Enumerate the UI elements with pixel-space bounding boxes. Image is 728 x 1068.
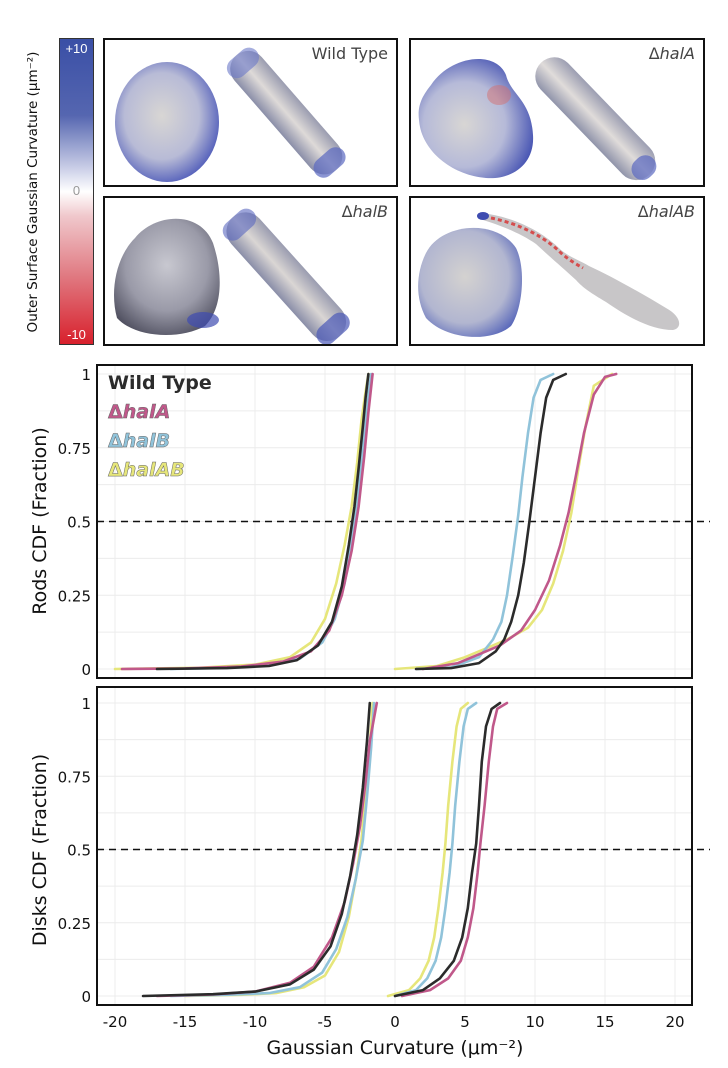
y-tick-label: 0.75 [58,768,91,786]
rods-y-axis-label: Rods CDF (Fraction) [29,427,51,615]
disk-cell-shape [114,218,220,336]
cell-render-halAB [418,212,680,337]
x-tick-label: 15 [595,1013,614,1031]
legend-delta: Δ [108,401,123,423]
colorbar-title: Outer Surface Gaussian Curvature (μm⁻²) [25,52,41,333]
x-axis-label: Gaussian Curvature (μm⁻²) [267,1037,524,1059]
disks-series [141,701,509,998]
series-line-hala-negative [120,372,374,671]
legend-name: Wild Type [108,372,212,394]
disk-cell-shape [418,227,523,337]
series-line-hala-positive [400,701,509,998]
series-line-halb-positive [414,372,555,671]
series-line-halab-positive [386,701,470,998]
disks-x-ticks: -20 -15 -10 -5 0 5 10 15 20 [103,1013,685,1031]
series-line-halab-negative [183,701,374,998]
y-tick-label: 1 [81,366,91,384]
x-tick-label: 5 [460,1013,470,1031]
colorbar-mid-label: 0 [72,183,81,198]
series-line-wild-type-negative [141,701,372,998]
rods-y-ticks: 0 0.25 0.5 0.75 1 [58,366,91,679]
panel-halAB: ΔhalAB [409,196,705,346]
panel-wild-type: Wild Type [103,38,398,187]
series-line-hala-positive [421,372,618,671]
y-tick-label: 0 [81,661,91,679]
rods-series [113,372,618,671]
panel-label: ΔhalA [648,44,695,63]
blue-curvature-patch [187,312,219,328]
cell-render-halA [418,57,657,181]
y-tick-label: 0.5 [67,842,91,860]
x-tick-label: -20 [103,1013,128,1031]
series-line-halab-negative [113,372,370,671]
rods-grid [97,365,692,678]
panel-label: Wild Type [311,44,388,63]
legend-entry: ΔhalB [108,430,170,452]
rods-cdf-chart: 0 0.25 0.5 0.75 1 Rods CDF (Fraction) Wild T… [29,364,710,679]
disk-cell-shape [418,58,534,179]
series-line-hala-negative [155,701,379,998]
red-curvature-patch [487,85,511,105]
red-curvature-streak [490,216,584,270]
x-tick-label: 20 [665,1013,684,1031]
x-tick-label: 0 [390,1013,400,1031]
legend-entry: ΔhalAB [108,459,185,481]
series-line-halb-negative [169,372,373,671]
series-line-halab-positive [393,372,614,671]
panel-label: ΔhalAB [637,202,695,221]
cell-render-halB [114,208,350,344]
y-tick-label: 0.25 [58,915,91,933]
rod-cell-shape [478,213,680,330]
y-tick-label: 0.25 [58,587,91,605]
disks-y-axis-label: Disks CDF (Fraction) [29,754,51,946]
legend-name: halB [123,430,170,452]
y-tick-label: 0.5 [67,514,91,532]
rod-cell-shape [222,208,350,344]
colorbar-title-text: Outer Surface Gaussian Curvature (μm⁻²) [25,52,41,333]
x-tick-label: -5 [318,1013,333,1031]
disks-plot-frame [96,686,693,1006]
series-line-halb-negative [169,701,376,998]
panel-label: ΔhalB [341,202,388,221]
cell-render-wild-type [115,47,346,182]
colorbar-min-label: -10 [67,327,86,342]
rod-cell-shape [535,57,657,181]
legend-name: halAB [123,459,185,481]
legend-delta: Δ [108,430,123,452]
disks-cdf-chart: 0 0.25 0.5 0.75 1 -20 -15 -10 -5 0 5 10 15 20 Disks … [29,686,710,1059]
disk-cell-shape [115,62,219,182]
series-line-halb-positive [393,701,478,998]
series-line-wild-type-negative [155,372,370,671]
series-line-wild-type-positive [414,372,568,671]
legend-name: halA [123,401,171,423]
panel-halB: ΔhalB [103,196,398,346]
legend-entry: Wild Type [108,372,212,394]
legend-delta: Δ [108,459,123,481]
y-tick-label: 1 [81,695,91,713]
disks-y-ticks: 0 0.25 0.5 0.75 1 [58,695,91,1006]
x-tick-label: 10 [525,1013,544,1031]
blue-curvature-patch [477,212,489,220]
disks-grid [97,687,692,1005]
y-tick-label: 0.75 [58,440,91,458]
y-tick-label: 0 [81,988,91,1006]
colorbar: +10 0 -10 [59,38,94,345]
x-tick-label: -10 [243,1013,268,1031]
rods-plot-frame [96,364,693,679]
rod-cell-shape [226,47,346,178]
x-tick-label: -15 [173,1013,198,1031]
panel-halA: ΔhalA [409,38,705,187]
colorbar-max-label: +10 [65,41,88,56]
series-line-wild-type-positive [393,701,502,998]
legend-entry: ΔhalA [108,401,170,423]
